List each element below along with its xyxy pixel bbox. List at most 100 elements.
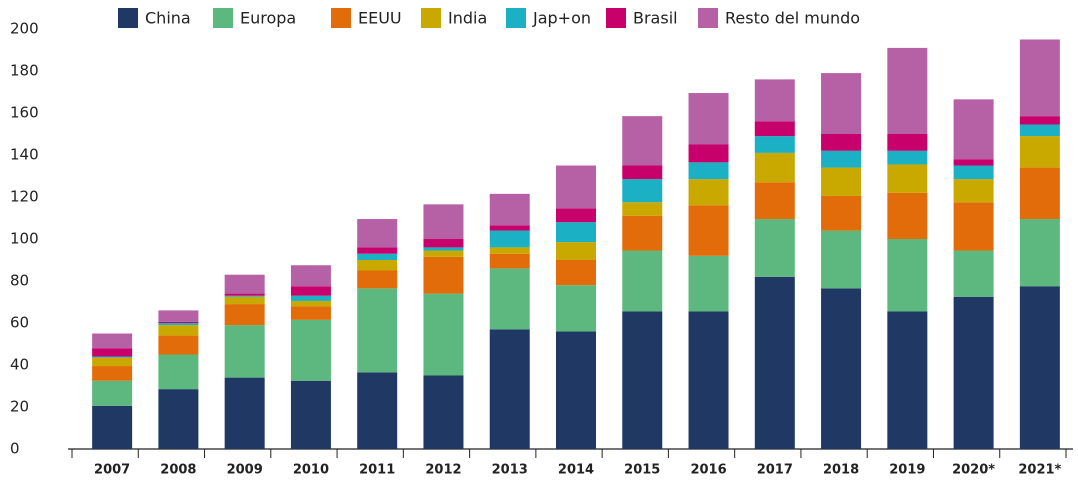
bar-segment (423, 293, 464, 376)
bar-segment (821, 73, 862, 134)
bar-segment (489, 268, 530, 330)
legend-label: EEUU (358, 9, 402, 28)
y-tick-label: 60 (10, 314, 29, 332)
x-tick-label: 2015 (624, 463, 660, 478)
bar-segment (821, 167, 862, 196)
bar-segment (622, 311, 663, 449)
bar-segment (754, 152, 795, 183)
y-tick-label: 40 (10, 356, 29, 374)
bar-segment (423, 247, 464, 251)
bar-segment (1019, 116, 1060, 125)
bar-segment (887, 150, 928, 165)
bar-segment (1019, 136, 1060, 168)
bar-segment (489, 253, 530, 269)
bar-segment (158, 354, 199, 390)
legend-swatch (606, 8, 626, 28)
x-tick-label: 2011 (359, 463, 395, 478)
legend-swatch (331, 8, 351, 28)
bar-segment (158, 335, 199, 355)
bar-segment (290, 380, 331, 449)
bar-segment (556, 165, 596, 209)
bar-segment (290, 300, 331, 307)
bar-segment (357, 253, 398, 260)
bar-segment (556, 242, 596, 260)
x-tick-label: 2009 (227, 463, 263, 478)
bar-segment (92, 357, 133, 367)
bar-segment (821, 150, 862, 168)
bar-segment (158, 310, 199, 322)
bar-segment (290, 295, 331, 301)
bar-segment (754, 276, 795, 449)
bar-segment (158, 325, 199, 336)
bar-segment (887, 192, 928, 239)
bar-segment (290, 265, 331, 287)
bar-segment (423, 256, 464, 294)
legend-label: India (448, 9, 487, 28)
bar-segment (754, 219, 795, 277)
bar-segment (556, 285, 596, 332)
x-tick-label: 2020* (952, 463, 995, 478)
legend-swatch (213, 8, 233, 28)
bar-segment (754, 79, 795, 122)
x-tick-label: 2008 (160, 463, 196, 478)
bar-segment (357, 270, 398, 289)
legend-swatch (506, 8, 526, 28)
bar-segment (489, 230, 530, 248)
legend-label: Jap+on (532, 9, 591, 28)
bar-segment (622, 250, 663, 312)
legend-swatch (118, 8, 138, 28)
bar-segment (92, 348, 133, 357)
bar-segment (622, 202, 663, 216)
bar-segment (158, 323, 199, 326)
bar-segment (92, 356, 133, 358)
bar-segment (688, 144, 729, 163)
bar-segment (1019, 124, 1060, 137)
x-tick-label: 2017 (757, 463, 793, 478)
bar-segment (224, 304, 265, 326)
bar-segment (821, 288, 862, 449)
bar-segment (224, 274, 265, 294)
y-tick-label: 140 (10, 146, 39, 164)
x-tick-label: 2007 (94, 463, 130, 478)
bar-segment (953, 202, 994, 251)
bar-segment (887, 311, 928, 449)
y-tick-label: 20 (10, 398, 29, 416)
x-tick-label: 2018 (823, 463, 859, 478)
bar-segment (489, 329, 530, 449)
legend-label: Europa (240, 9, 296, 28)
bar-segment (92, 366, 133, 381)
bar-segment (423, 239, 464, 248)
bar-segment (688, 162, 729, 180)
bar-segment (821, 134, 862, 151)
bar-segment (357, 247, 398, 254)
bar-segment (953, 99, 994, 160)
bar-segment (224, 293, 265, 296)
y-tick-label: 120 (10, 188, 39, 206)
bar-segment (423, 375, 464, 449)
bar-segment (953, 165, 994, 180)
bar-segment (1019, 167, 1060, 220)
bar-segment (224, 295, 265, 297)
bar-segment (556, 331, 596, 449)
y-tick-label: 200 (10, 20, 39, 38)
bar-segment (158, 321, 199, 323)
y-tick-label: 180 (10, 62, 39, 80)
bar-segment (357, 288, 398, 373)
bar-segment (887, 164, 928, 193)
bar-segment (953, 250, 994, 297)
bar-segment (887, 47, 928, 134)
bar-segment (1019, 219, 1060, 287)
bar-segment (290, 319, 331, 381)
x-tick-label: 2016 (690, 463, 726, 478)
bar-segment (622, 116, 663, 166)
y-tick-label: 160 (10, 104, 39, 122)
bar-segment (953, 296, 994, 449)
bar-segment (953, 179, 994, 203)
bar-segment (622, 215, 663, 251)
x-tick-label: 2012 (425, 463, 461, 478)
bar-segment (688, 179, 729, 206)
bar-segment (290, 306, 331, 320)
bar-segment (1019, 39, 1060, 117)
bar-segment (688, 93, 729, 145)
